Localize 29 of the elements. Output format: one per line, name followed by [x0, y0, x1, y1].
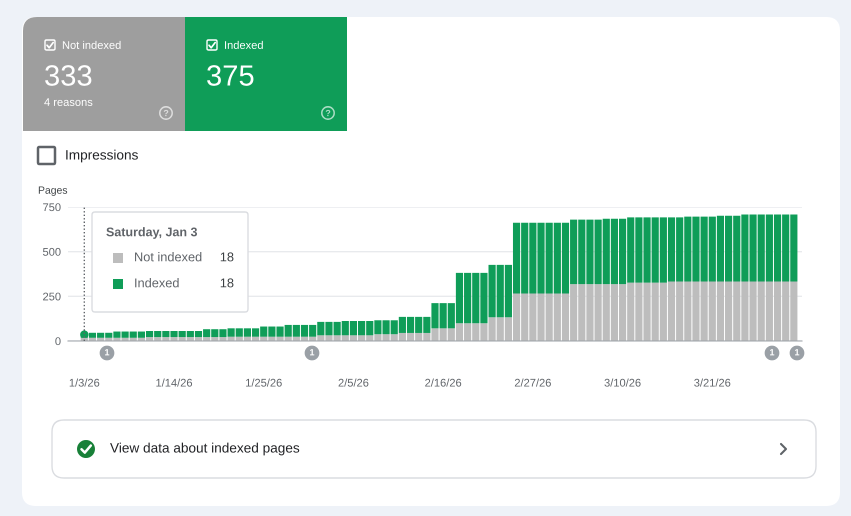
text: Not indexed	[62, 40, 121, 49]
annotation: 18	[220, 252, 234, 262]
text: 1	[105, 349, 110, 356]
text: View data about indexed pages	[110, 442, 300, 456]
y-tick-label: 750	[43, 203, 61, 212]
y-tick-label: 500	[42, 248, 61, 256]
y-tick-label: 0	[55, 337, 61, 346]
text: 1	[310, 349, 314, 356]
annotation: 18	[220, 278, 234, 288]
y-tick-label: 250	[43, 292, 61, 300]
text: 4 reasons	[44, 98, 92, 106]
text: 1	[795, 349, 800, 356]
x-tick-label: 3/10/26	[604, 378, 641, 387]
x-tick-label: 2/27/26	[514, 378, 551, 387]
legend-label: Not indexed	[135, 252, 202, 262]
text: 1	[770, 349, 774, 356]
x-tick-label: 1/3/26	[70, 378, 100, 387]
text: 375	[207, 65, 254, 86]
text: 333	[45, 65, 92, 86]
y-axis-title: Pages	[38, 186, 68, 196]
ref-line-label: Saturday, Jan 3	[106, 227, 198, 239]
x-tick-label: 2/16/26	[425, 378, 462, 387]
x-tick-label: 3/21/26	[694, 378, 730, 387]
text: Indexed	[225, 40, 263, 49]
x-tick-label: 1/14/26	[156, 378, 192, 387]
text: Impressions	[66, 150, 138, 162]
x-tick-label: 2/5/26	[338, 378, 368, 387]
legend-label: Indexed	[135, 278, 179, 288]
x-tick-label: 1/25/26	[246, 378, 282, 387]
